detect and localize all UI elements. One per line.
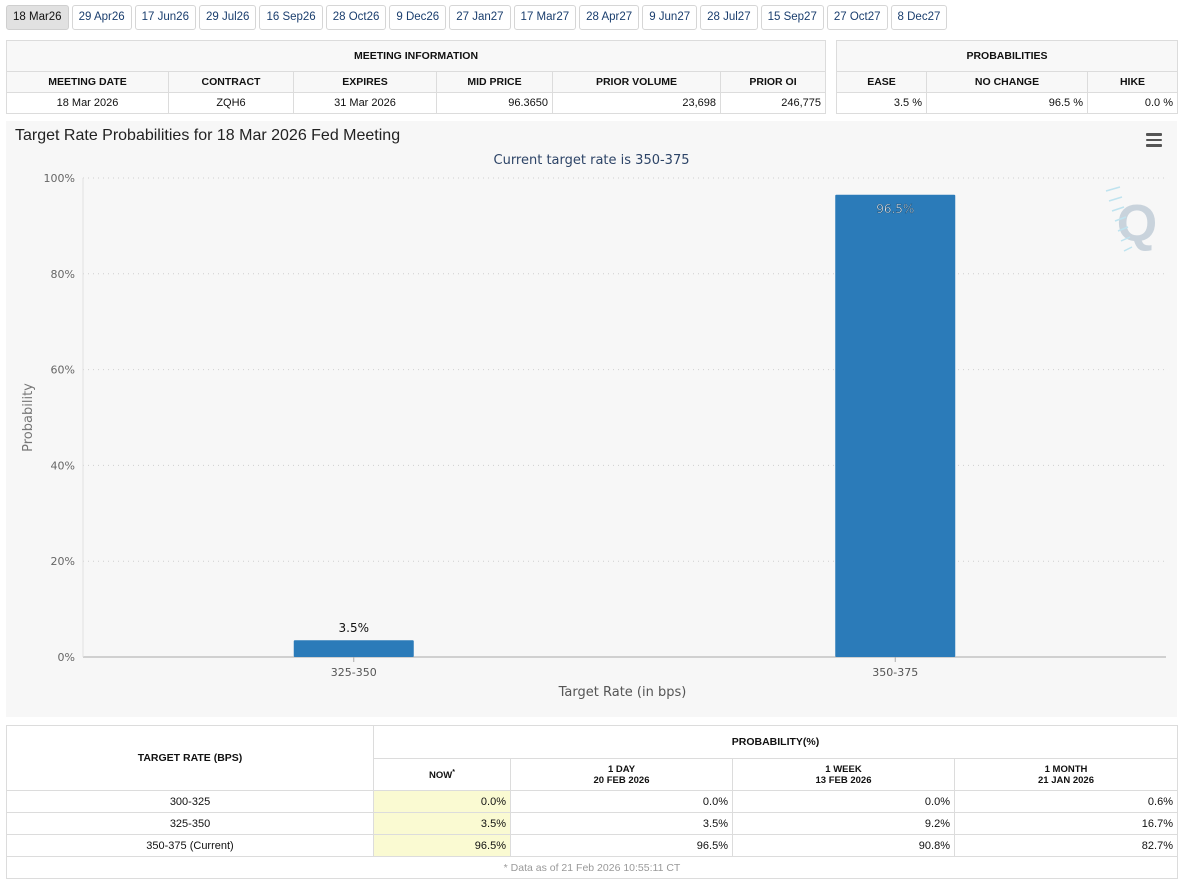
meeting-information-table: MEETING INFORMATION MEETING DATE CONTRAC…	[5, 40, 827, 114]
meeting-date-value: 18 Mar 2026	[6, 92, 169, 114]
now-cell: 3.5%	[373, 812, 511, 835]
hike-header: HIKE	[1087, 71, 1178, 93]
expires-header: EXPIRES	[293, 71, 437, 93]
y-tick-label: 100%	[44, 172, 75, 185]
hamburger-menu-icon[interactable]	[1146, 133, 1162, 147]
y-tick-label: 60%	[51, 364, 75, 377]
no-change-value: 96.5 %	[926, 92, 1088, 114]
chart-panel: Q 0% 20% 40% 60% 80% 100% Current target rate i…	[6, 121, 1177, 717]
mid-price-header: MID PRICE	[436, 71, 553, 93]
one-week-cell: 0.0%	[732, 790, 955, 813]
contract-value: ZQH6	[168, 92, 294, 114]
y-axis-title: Probability	[21, 383, 36, 452]
table-row: 325-350 3.5% 3.5% 9.2% 16.7%	[6, 812, 1178, 835]
one-day-header: 1 DAY 20 FEB 2026	[510, 758, 733, 791]
probability-header: PROBABILITY(%)	[373, 725, 1178, 759]
no-change-header: NO CHANGE	[926, 71, 1088, 93]
tab-17-mar27[interactable]: 17 Mar27	[513, 5, 577, 30]
watermark-stroke	[1111, 206, 1125, 212]
tab-16-sep26[interactable]: 16 Sep26	[259, 5, 323, 30]
target-rate-probability-table: TARGET RATE (BPS) PROBABILITY(%) NOW* 1 …	[6, 725, 1178, 879]
now-cell: 0.0%	[373, 790, 511, 813]
bar-350-375	[835, 194, 956, 657]
watermark-stroke	[1108, 196, 1123, 202]
tab-17-jun26[interactable]: 17 Jun26	[134, 5, 196, 30]
hike-value: 0.0 %	[1087, 92, 1178, 114]
tab-28-oct26[interactable]: 28 Oct26	[325, 5, 387, 30]
bar-325-350	[293, 640, 414, 657]
prior-oi-value: 246,775	[719, 92, 827, 114]
tab-15-sep27[interactable]: 15 Sep27	[760, 5, 824, 30]
data-timestamp-footnote: * Data as of 21 Feb 2026 10:55:11 CT	[6, 856, 1178, 879]
one-week-cell: 9.2%	[732, 812, 955, 835]
table-row: 300-325 0.0% 0.0% 0.0% 0.6%	[6, 790, 1178, 813]
watermark-stroke	[1123, 246, 1133, 252]
one-month-cell: 0.6%	[954, 790, 1178, 813]
meeting-date-header: MEETING DATE	[6, 71, 169, 93]
watermark-stroke	[1117, 226, 1129, 232]
bar-data-label: 96.5%	[876, 202, 914, 216]
watermark-stroke	[1114, 216, 1127, 222]
tab-28-jul27[interactable]: 28 Jul27	[700, 5, 758, 30]
tab-28-apr27[interactable]: 28 Apr27	[579, 5, 640, 30]
chart-title: Target Rate Probabilities for 18 Mar 202…	[15, 127, 401, 144]
target-rate-header: TARGET RATE (BPS)	[6, 725, 374, 791]
meeting-date-tabs: 18 Mar26 29 Apr26 17 Jun26 29 Jul26 16 Sep26…	[6, 5, 950, 30]
watermark-stroke	[1105, 186, 1121, 192]
rate-cell: 300-325	[6, 790, 374, 813]
rate-cell: 325-350	[6, 812, 374, 835]
watermark-logo: Q	[1117, 195, 1157, 253]
now-header: NOW*	[373, 758, 511, 791]
one-month-header: 1 MONTH 21 JAN 2026	[954, 758, 1178, 791]
mid-price-value: 96.3650	[436, 92, 553, 114]
probability-bar-chart: Q 0% 20% 40% 60% 80% 100% Current target rate i…	[21, 153, 1166, 700]
tab-29-jul26[interactable]: 29 Jul26	[198, 5, 257, 30]
tab-9-jun27[interactable]: 9 Jun27	[642, 5, 698, 30]
x-tick-label: 350-375	[872, 666, 918, 679]
one-week-header: 1 WEEK 13 FEB 2026	[732, 758, 955, 791]
one-day-cell: 0.0%	[510, 790, 733, 813]
ease-header: EASE	[836, 71, 927, 93]
x-axis-title: Target Rate (in bps)	[558, 685, 687, 700]
expires-value: 31 Mar 2026	[293, 92, 437, 114]
ease-value: 3.5 %	[836, 92, 927, 114]
chart-subtitle: Current target rate is 350-375	[494, 153, 690, 168]
tab-9-dec26[interactable]: 9 Dec26	[389, 5, 447, 30]
one-day-cell: 96.5%	[510, 834, 733, 857]
now-cell: 96.5%	[373, 834, 511, 857]
probabilities-title: PROBABILITIES	[836, 40, 1178, 72]
tab-27-jan27[interactable]: 27 Jan27	[449, 5, 511, 30]
table-row: 350-375 (Current) 96.5% 96.5% 90.8% 82.7…	[6, 834, 1178, 857]
prior-oi-header: PRIOR OI	[719, 71, 827, 93]
tab-18-mar26[interactable]: 18 Mar26	[6, 5, 69, 30]
tab-8-dec27[interactable]: 8 Dec27	[890, 5, 948, 30]
one-month-cell: 82.7%	[954, 834, 1178, 857]
tab-29-apr26[interactable]: 29 Apr26	[71, 5, 132, 30]
one-month-cell: 16.7%	[954, 812, 1178, 835]
tab-27-oct27[interactable]: 27 Oct27	[826, 5, 888, 30]
watermark-stroke	[1120, 236, 1131, 242]
y-tick-label: 40%	[51, 459, 75, 472]
prior-volume-value: 23,698	[552, 92, 721, 114]
y-tick-label: 80%	[51, 268, 75, 281]
y-tick-label: 0%	[58, 651, 75, 664]
contract-header: CONTRACT	[168, 71, 294, 93]
prior-volume-header: PRIOR VOLUME	[552, 71, 721, 93]
meeting-information-title: MEETING INFORMATION	[5, 40, 827, 72]
one-day-cell: 3.5%	[510, 812, 733, 835]
rate-cell: 350-375 (Current)	[6, 834, 374, 857]
one-week-cell: 90.8%	[732, 834, 955, 857]
y-tick-label: 20%	[51, 555, 75, 568]
bar-data-label: 3.5%	[339, 621, 370, 635]
probabilities-table: PROBABILITIES EASE NO CHANGE HIKE 3.5 % …	[836, 40, 1178, 114]
x-tick-label: 325-350	[331, 666, 377, 679]
